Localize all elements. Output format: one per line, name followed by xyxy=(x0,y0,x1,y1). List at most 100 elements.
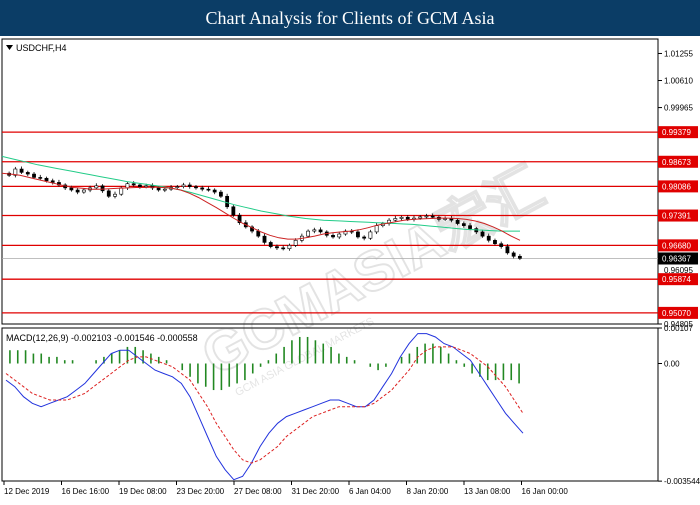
candle-body xyxy=(256,230,261,237)
candle-body xyxy=(156,187,161,191)
macd-axis-label: -0.003544 xyxy=(664,477,700,486)
candle-body xyxy=(281,247,286,250)
level-price-tag xyxy=(658,209,698,222)
candle-body xyxy=(337,233,342,238)
current-price-tag xyxy=(658,252,698,265)
candle-body xyxy=(19,168,24,173)
candle-body xyxy=(231,206,236,216)
candle-body xyxy=(250,226,254,232)
moving-average-slow-line xyxy=(1,155,520,232)
candle-body xyxy=(113,193,117,197)
candle-body xyxy=(262,235,267,243)
candle-body xyxy=(505,246,510,254)
macd-axis-label: 0.00 xyxy=(664,360,680,369)
candle-body xyxy=(430,215,435,218)
candle-body xyxy=(106,190,111,197)
candle-body xyxy=(187,184,192,187)
time-axis-label: 19 Dec 08:00 xyxy=(119,487,167,496)
time-axis-label: 12 Dec 2019 xyxy=(4,487,50,496)
chart-svg: GCMASIA宏汇 GCM ASIA GLOBAL MARKETS USDCHF… xyxy=(1,38,700,496)
candle-body xyxy=(517,255,522,259)
candle-body xyxy=(125,183,130,189)
level-price-tag xyxy=(658,155,698,168)
time-axis-label: 16 Jan 00:00 xyxy=(522,487,569,496)
candle-body xyxy=(356,231,360,238)
candle-body xyxy=(480,231,485,237)
candle-body xyxy=(175,186,180,188)
level-price-label: 0.99379 xyxy=(662,128,691,137)
candle-body xyxy=(443,218,448,220)
report-title: Chart Analysis for Clients of GCM Asia xyxy=(205,8,495,28)
price-axis-label: 0.96095 xyxy=(664,266,693,275)
candle-body xyxy=(181,184,186,187)
candle-body xyxy=(25,172,30,175)
candle-body xyxy=(293,240,298,246)
candle-body xyxy=(218,191,223,197)
level-price-tag xyxy=(658,239,698,252)
candle-body xyxy=(75,189,80,193)
candle-body xyxy=(225,195,230,208)
candle-body xyxy=(194,186,198,189)
time-axis-label: 23 Dec 20:00 xyxy=(177,487,225,496)
chart-area: GCMASIA宏汇 GCM ASIA GLOBAL MARKETS USDCHF… xyxy=(0,36,700,500)
level-price-tag xyxy=(658,273,698,286)
level-price-label: 0.98086 xyxy=(662,182,691,191)
candle-body xyxy=(511,252,516,257)
candle-body xyxy=(318,229,323,233)
macd-axis-label: 0.00107 xyxy=(664,324,693,333)
time-axis-label: 13 Jan 08:00 xyxy=(464,487,511,496)
candle-body xyxy=(493,240,497,244)
candle-body xyxy=(13,168,18,176)
candle-body xyxy=(138,184,142,187)
time-axis-label: 8 Jan 20:00 xyxy=(407,487,449,496)
candle-body xyxy=(418,216,423,219)
time-axis-label: 27 Dec 08:00 xyxy=(234,487,282,496)
candle-body xyxy=(100,185,105,192)
candle-body xyxy=(275,246,279,249)
time-axis-label: 6 Jan 04:00 xyxy=(349,487,391,496)
candle-body xyxy=(32,173,36,178)
candle-body xyxy=(362,236,367,239)
candle-body xyxy=(486,235,491,241)
candle-body xyxy=(69,187,74,191)
level-price-label: 0.97391 xyxy=(662,212,691,221)
price-axis-label: 1.00610 xyxy=(664,77,693,86)
report-header: Chart Analysis for Clients of GCM Asia xyxy=(0,0,700,36)
candle-body xyxy=(94,185,99,189)
price-axis-label: 0.99965 xyxy=(664,104,693,113)
level-price-tag xyxy=(658,180,698,193)
candle-body xyxy=(405,216,410,220)
dropdown-triangle-icon xyxy=(6,45,13,50)
candle-body xyxy=(312,229,317,232)
macd-signal-line xyxy=(5,346,524,464)
macd-label: MACD(12,26,9) -0.002103 -0.001546 -0.000… xyxy=(6,333,198,343)
price-axis-label: 0.94805 xyxy=(664,320,693,329)
price-panel xyxy=(1,38,659,325)
candle-body xyxy=(368,231,373,239)
candle-body xyxy=(81,189,86,193)
candle-body xyxy=(200,187,205,190)
candle-body xyxy=(393,218,398,221)
candle-body xyxy=(455,219,460,224)
candle-body xyxy=(212,189,217,193)
level-price-label: 0.95874 xyxy=(662,275,691,284)
candle-body xyxy=(399,216,404,219)
price-axis-label: 1.01255 xyxy=(664,49,693,58)
candle-body xyxy=(206,188,211,191)
level-price-label: 0.96680 xyxy=(662,241,691,250)
candle-body xyxy=(468,225,472,229)
level-price-label: 0.95070 xyxy=(662,309,691,318)
candle-body xyxy=(237,214,242,224)
symbol-label: USDCHF,H4 xyxy=(16,43,67,53)
candle-body xyxy=(287,245,292,250)
candle-body xyxy=(331,234,335,238)
candle-body xyxy=(306,230,311,237)
candle-body xyxy=(424,215,429,218)
level-price-tag xyxy=(658,126,698,139)
moving-average-fast-line xyxy=(1,172,521,241)
candle-body xyxy=(374,225,379,233)
macd-panel xyxy=(1,327,659,482)
time-axis-label: 31 Dec 20:00 xyxy=(292,487,340,496)
time-axis-label: 16 Dec 16:00 xyxy=(62,487,110,496)
candle-body xyxy=(50,180,55,183)
